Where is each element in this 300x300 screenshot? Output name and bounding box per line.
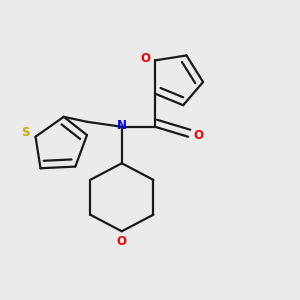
Text: N: N — [116, 118, 127, 132]
Text: O: O — [193, 129, 203, 142]
Text: O: O — [141, 52, 151, 65]
Text: O: O — [117, 235, 127, 248]
Text: S: S — [21, 126, 30, 139]
